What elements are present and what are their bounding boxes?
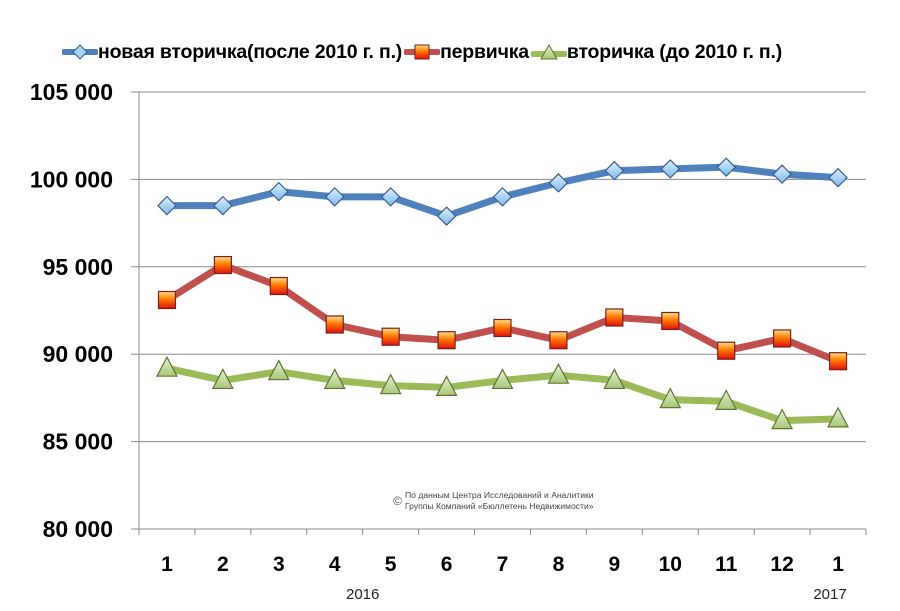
data-point-diamond: [828, 167, 848, 188]
diamond-marker-icon: [62, 44, 98, 60]
axes: [138, 92, 866, 530]
x-tick-label: 6: [441, 553, 453, 576]
data-point-square: [493, 318, 512, 338]
data-point-diamond: [324, 187, 345, 207]
data-point-square: [661, 311, 680, 331]
data-point-triangle: [659, 387, 682, 409]
credit-line: По данным Центра Исследований и Аналитик…: [405, 490, 594, 500]
series-square: [157, 255, 848, 371]
x-tick-label: 10: [659, 553, 682, 576]
series-diamond: [157, 157, 848, 226]
x-tick-label: 5: [385, 553, 397, 576]
data-point-triangle: [267, 359, 290, 381]
legend-item-new-secondary: новая вторичка(после 2010 г. п.): [62, 41, 402, 64]
data-point-diamond: [660, 159, 681, 179]
data-point-square: [828, 352, 848, 371]
data-point-diamond: [604, 160, 625, 181]
data-point-triangle: [211, 368, 234, 390]
series-group: [155, 157, 850, 430]
data-point-diamond: [268, 181, 289, 202]
x-tick-label: 11: [715, 553, 738, 576]
data-point-square: [605, 308, 624, 327]
x-tick-label: 7: [497, 553, 509, 576]
data-point-diamond: [548, 173, 569, 193]
y-tick-label: 105 000: [30, 79, 113, 105]
y-tick-label: 95 000: [43, 254, 113, 280]
data-point-square: [717, 341, 736, 360]
y-tick-label: 90 000: [43, 341, 113, 367]
data-point-diamond: [772, 164, 792, 185]
series-triangle: [155, 355, 850, 430]
data-point-triangle: [827, 406, 850, 428]
square-marker-icon: [404, 44, 441, 60]
data-point-triangle: [603, 368, 626, 390]
data-point-diamond: [492, 187, 513, 207]
data-point-diamond: [716, 157, 737, 178]
x-tick-label: 1: [161, 553, 173, 576]
data-point-triangle: [155, 355, 178, 377]
legend-item-old-secondary: вторичка (до 2010 г. п.): [530, 40, 782, 64]
credit-line: Группы Компаний «Бюллетень Недвижимости»: [405, 501, 594, 511]
x-tick-label: 8: [553, 553, 565, 576]
y-axis-ticks: 80 000 85 000 90 000 95 000 100 000 105 000: [30, 79, 139, 542]
data-point-triangle: [323, 368, 346, 390]
data-point-square: [269, 276, 288, 296]
y-tick-label: 100 000: [30, 166, 113, 192]
x-tick-label: 2: [217, 553, 229, 576]
legend-label: новая вторичка(после 2010 г. п.): [98, 40, 403, 63]
series-line: [163, 261, 842, 365]
data-point-square: [325, 315, 344, 334]
data-point-triangle: [771, 408, 794, 430]
data-point-square: [773, 329, 792, 348]
legend-label: первичка: [440, 40, 529, 63]
chart-legend: новая вторичка(после 2010 г. п.) первичк…: [62, 38, 784, 66]
legend-item-primary: первичка: [404, 41, 529, 64]
year-label: 2016: [346, 586, 379, 603]
data-point-square: [157, 290, 177, 310]
y-tick-label: 85 000: [43, 429, 113, 455]
x-tick-label: 1: [832, 553, 844, 576]
data-point-triangle: [435, 375, 458, 397]
x-tick-label: 9: [609, 553, 621, 576]
data-point-square: [549, 331, 568, 350]
triangle-marker-icon: [530, 43, 567, 60]
y-tick-label: 80 000: [43, 516, 113, 542]
data-point-diamond: [157, 195, 177, 216]
year-label: 2017: [813, 586, 846, 603]
data-point-square: [381, 327, 400, 346]
data-point-diamond: [213, 195, 233, 216]
data-point-triangle: [379, 373, 402, 395]
data-point-square: [437, 331, 456, 350]
x-axis-ticks: 1 2 3 4 5 6 7 8 9 10 11 12 1: [138, 529, 867, 576]
x-tick-label: 12: [770, 553, 793, 576]
year-labels: 2016 2017: [346, 586, 847, 603]
copyright-icon: ©: [393, 494, 402, 508]
x-tick-label: 3: [273, 553, 285, 576]
data-point-triangle: [547, 362, 570, 384]
gridlines: [139, 91, 866, 443]
data-point-triangle: [491, 368, 514, 390]
data-point-diamond: [436, 206, 457, 226]
x-tick-label: 4: [329, 553, 341, 576]
data-point-square: [213, 255, 232, 275]
data-point-triangle: [715, 389, 738, 410]
source-credit: © По данным Центра Исследований и Аналит…: [393, 490, 594, 511]
data-point-diamond: [380, 187, 401, 207]
legend-label: вторичка (до 2010 г. п.): [566, 40, 782, 63]
